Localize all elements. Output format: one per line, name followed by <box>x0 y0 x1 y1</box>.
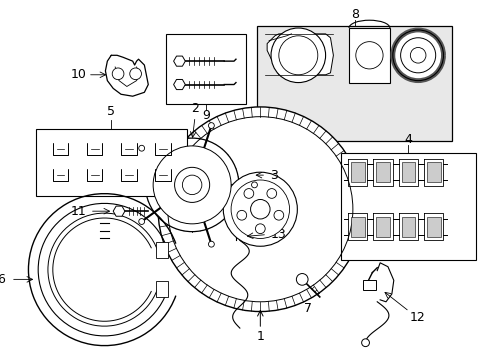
Text: 5: 5 <box>107 105 115 118</box>
Circle shape <box>266 189 276 198</box>
Circle shape <box>278 36 317 75</box>
Bar <box>156 281 167 297</box>
Polygon shape <box>266 34 333 75</box>
Circle shape <box>236 210 246 220</box>
Circle shape <box>158 107 362 311</box>
Circle shape <box>139 145 144 151</box>
Polygon shape <box>350 217 364 237</box>
Polygon shape <box>426 217 440 237</box>
Text: 4: 4 <box>404 132 411 145</box>
Circle shape <box>182 175 202 195</box>
Text: 1: 1 <box>256 330 264 343</box>
Polygon shape <box>173 56 185 66</box>
Circle shape <box>139 219 144 224</box>
Text: 3: 3 <box>269 168 277 182</box>
Bar <box>165 34 245 104</box>
Polygon shape <box>401 162 414 182</box>
Circle shape <box>153 146 231 224</box>
Polygon shape <box>375 162 389 182</box>
Circle shape <box>392 30 443 81</box>
Text: 12: 12 <box>408 311 424 324</box>
Circle shape <box>244 189 253 198</box>
Circle shape <box>355 42 382 69</box>
Bar <box>362 280 375 290</box>
Text: 13: 13 <box>270 228 286 241</box>
Circle shape <box>208 241 214 247</box>
Circle shape <box>112 68 123 80</box>
Bar <box>348 28 389 82</box>
Text: 10: 10 <box>70 68 86 81</box>
Text: 6: 6 <box>0 273 5 286</box>
Circle shape <box>273 210 283 220</box>
Circle shape <box>231 180 289 238</box>
Bar <box>341 153 475 260</box>
Polygon shape <box>401 217 414 237</box>
Text: 2: 2 <box>191 102 199 115</box>
Circle shape <box>208 123 214 129</box>
Text: 7: 7 <box>304 302 311 315</box>
Circle shape <box>174 167 209 202</box>
Circle shape <box>361 339 369 347</box>
Text: 11: 11 <box>70 205 86 218</box>
Bar <box>156 242 167 258</box>
Polygon shape <box>113 206 124 216</box>
Circle shape <box>129 68 141 80</box>
Text: 9: 9 <box>202 109 209 122</box>
Circle shape <box>250 199 269 219</box>
Polygon shape <box>375 217 389 237</box>
Bar <box>257 26 451 141</box>
Circle shape <box>251 182 257 188</box>
Circle shape <box>296 274 307 285</box>
Circle shape <box>255 224 264 234</box>
Circle shape <box>145 138 239 231</box>
Circle shape <box>270 28 325 82</box>
Text: 8: 8 <box>350 8 358 21</box>
Bar <box>36 129 187 195</box>
Polygon shape <box>350 162 364 182</box>
Circle shape <box>409 48 425 63</box>
Circle shape <box>223 172 297 246</box>
Polygon shape <box>426 162 440 182</box>
Circle shape <box>400 38 435 73</box>
Polygon shape <box>173 80 185 90</box>
